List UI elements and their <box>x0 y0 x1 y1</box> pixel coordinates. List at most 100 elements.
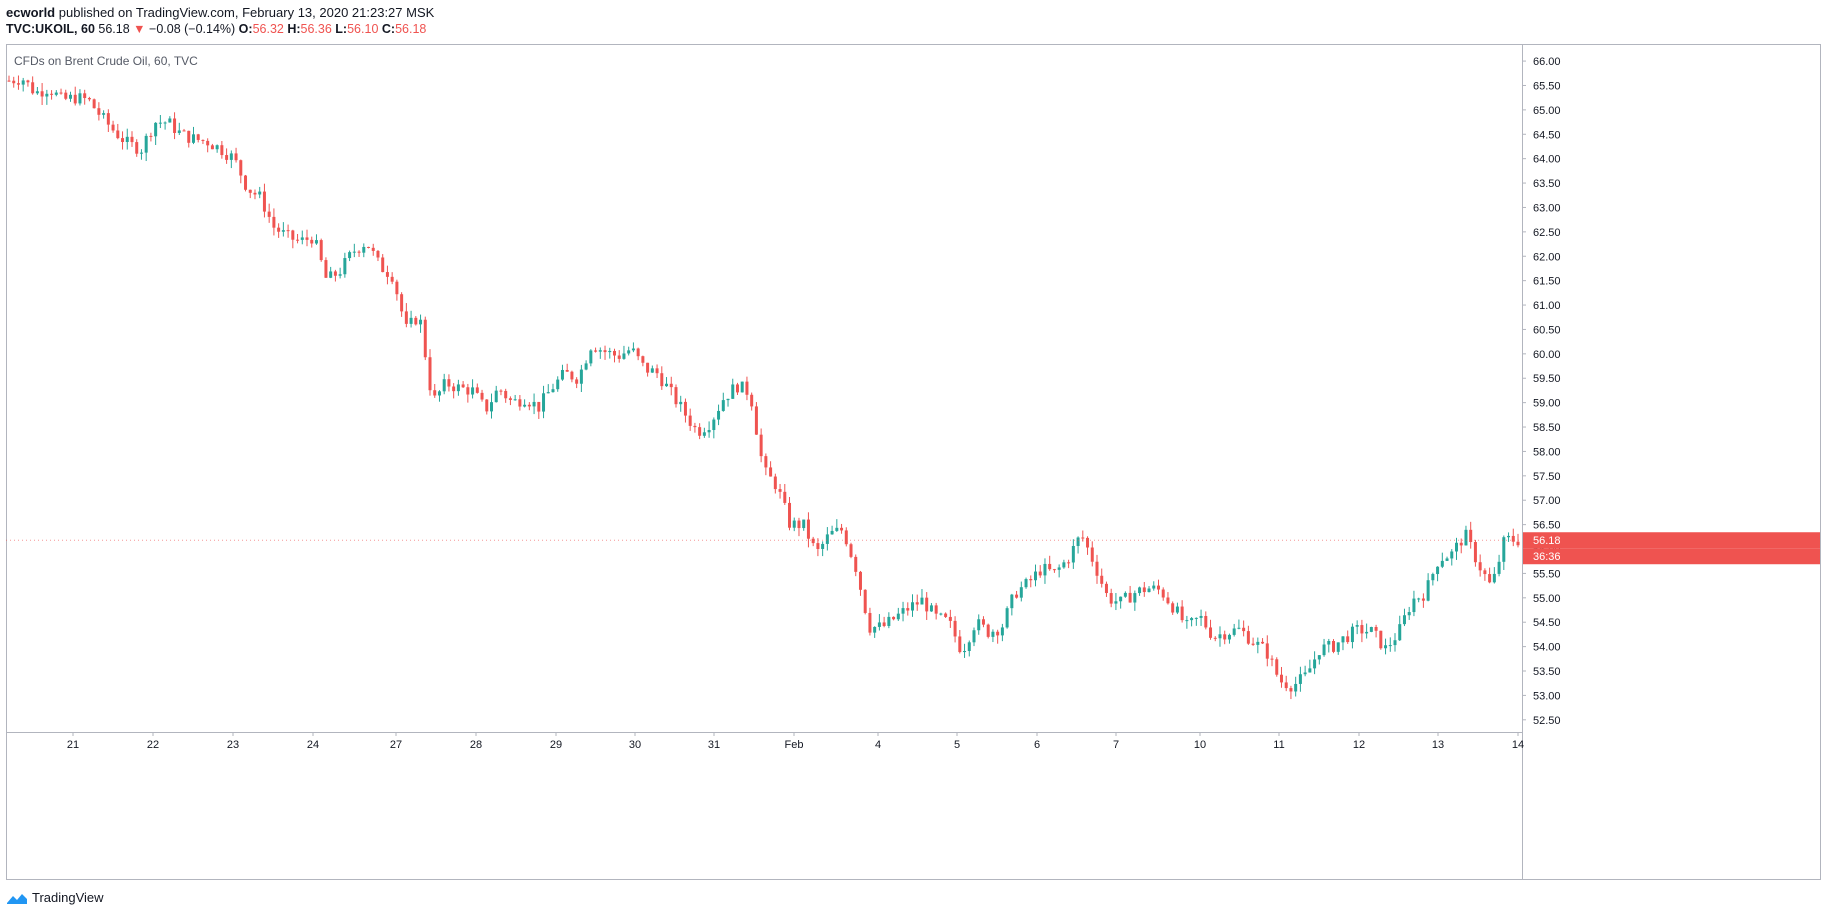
candle-body <box>83 93 87 99</box>
candle-body <box>523 404 527 407</box>
last-price: 56.18 <box>98 22 130 36</box>
candle-body <box>773 476 777 490</box>
candle-body <box>542 393 546 412</box>
candle-body <box>1294 683 1298 692</box>
candle-body <box>296 239 300 241</box>
tradingview-logo-icon[interactable] <box>6 891 28 905</box>
ohlc-line: TVC:UKOIL, 60 56.18 ▼ −0.08 (−0.14%) O:5… <box>6 21 434 38</box>
candle-body <box>1119 596 1123 602</box>
candle-body <box>967 642 971 651</box>
candle-body <box>1431 574 1435 581</box>
high-label: H: <box>287 22 301 36</box>
candle-body <box>210 145 214 150</box>
candle-body <box>717 410 721 420</box>
candle-body <box>1237 627 1241 629</box>
candle-body <box>1336 642 1340 652</box>
candle-body <box>825 534 829 544</box>
candle-body <box>806 519 810 539</box>
candle-body <box>35 91 39 94</box>
candle-body <box>452 386 456 392</box>
candle-body <box>551 389 555 393</box>
candle-body <box>1161 589 1165 598</box>
candle-body <box>125 136 129 143</box>
candle-body <box>849 544 853 557</box>
candle-body <box>1270 658 1274 660</box>
last-price-label: 56.18 <box>1533 535 1561 547</box>
candle-body <box>745 381 749 395</box>
candle-body <box>1275 659 1279 675</box>
candle-body <box>1019 587 1023 598</box>
candle-body <box>31 82 35 94</box>
candle-body <box>631 348 635 351</box>
candle-body <box>215 145 219 150</box>
candle-body <box>598 350 602 352</box>
candle-body <box>1483 570 1487 575</box>
candle-body <box>589 350 593 364</box>
candle-body <box>712 419 716 431</box>
candle-body <box>986 624 990 637</box>
candle-body <box>234 153 238 161</box>
candle-body <box>329 271 333 278</box>
candle-body <box>1412 598 1416 613</box>
candle-body <box>759 434 763 457</box>
candle-body <box>433 390 437 396</box>
candle-body <box>144 135 148 153</box>
candle-body <box>381 257 385 273</box>
candle-body <box>1100 575 1104 584</box>
time-tick-label: 21 <box>67 739 79 751</box>
low-label: L: <box>335 22 348 36</box>
candle-body <box>1213 637 1217 639</box>
candlestick-chart[interactable]: 52.5053.0053.5054.0054.5055.0055.5056.00… <box>6 44 1821 880</box>
footer-brand[interactable]: TradingView <box>32 890 104 905</box>
candle-body <box>182 130 186 132</box>
candle-body <box>1497 561 1501 574</box>
candle-body <box>1246 631 1250 644</box>
candle-body <box>1459 542 1463 546</box>
candle-body <box>206 140 210 146</box>
candle-body <box>68 94 72 99</box>
candle-body <box>1502 537 1506 562</box>
candle-body <box>400 294 404 312</box>
candle-body <box>111 124 115 131</box>
candle-body <box>504 390 508 399</box>
candle-body <box>1464 529 1468 546</box>
candle-body <box>1052 569 1056 571</box>
candle-body <box>333 271 337 276</box>
price-tick-label: 64.00 <box>1533 154 1561 166</box>
down-arrow-icon: ▼ <box>133 22 146 36</box>
candle-body <box>963 650 967 653</box>
time-tick-label: 29 <box>550 739 562 751</box>
price-tick-label: 61.50 <box>1533 276 1561 288</box>
candle-body <box>882 622 886 626</box>
candle-body <box>1440 560 1444 567</box>
candle-body <box>409 317 413 324</box>
candle-body <box>371 247 375 251</box>
candle-body <box>1317 655 1321 660</box>
candle-body <box>1384 645 1388 649</box>
candle-body <box>423 319 427 358</box>
candle-body <box>1407 612 1411 616</box>
candle-body <box>419 319 423 325</box>
price-tick-label: 63.50 <box>1533 178 1561 190</box>
candle-body <box>168 118 172 123</box>
candle-body <box>1232 628 1236 635</box>
candle-body <box>1346 636 1350 643</box>
candle-body <box>1005 608 1009 628</box>
candle-body <box>1190 618 1194 621</box>
candle-body <box>1062 562 1066 568</box>
candle-body <box>731 384 735 399</box>
high-value: 56.36 <box>300 22 332 36</box>
candle-body <box>1223 634 1227 640</box>
candle-body <box>854 556 858 572</box>
candle-body <box>948 616 952 621</box>
candle-body <box>428 357 432 391</box>
candle-body <box>707 430 711 433</box>
candle-body <box>1033 571 1037 581</box>
price-tick-label: 66.00 <box>1533 56 1561 68</box>
candle-body <box>1289 688 1293 692</box>
chart-area[interactable]: 52.5053.0053.5054.0054.5055.0055.5056.00… <box>6 44 1821 880</box>
author-name[interactable]: ecworld <box>6 5 56 20</box>
candle-body <box>665 383 669 387</box>
candle-body <box>26 80 30 83</box>
candle-body <box>840 527 844 531</box>
